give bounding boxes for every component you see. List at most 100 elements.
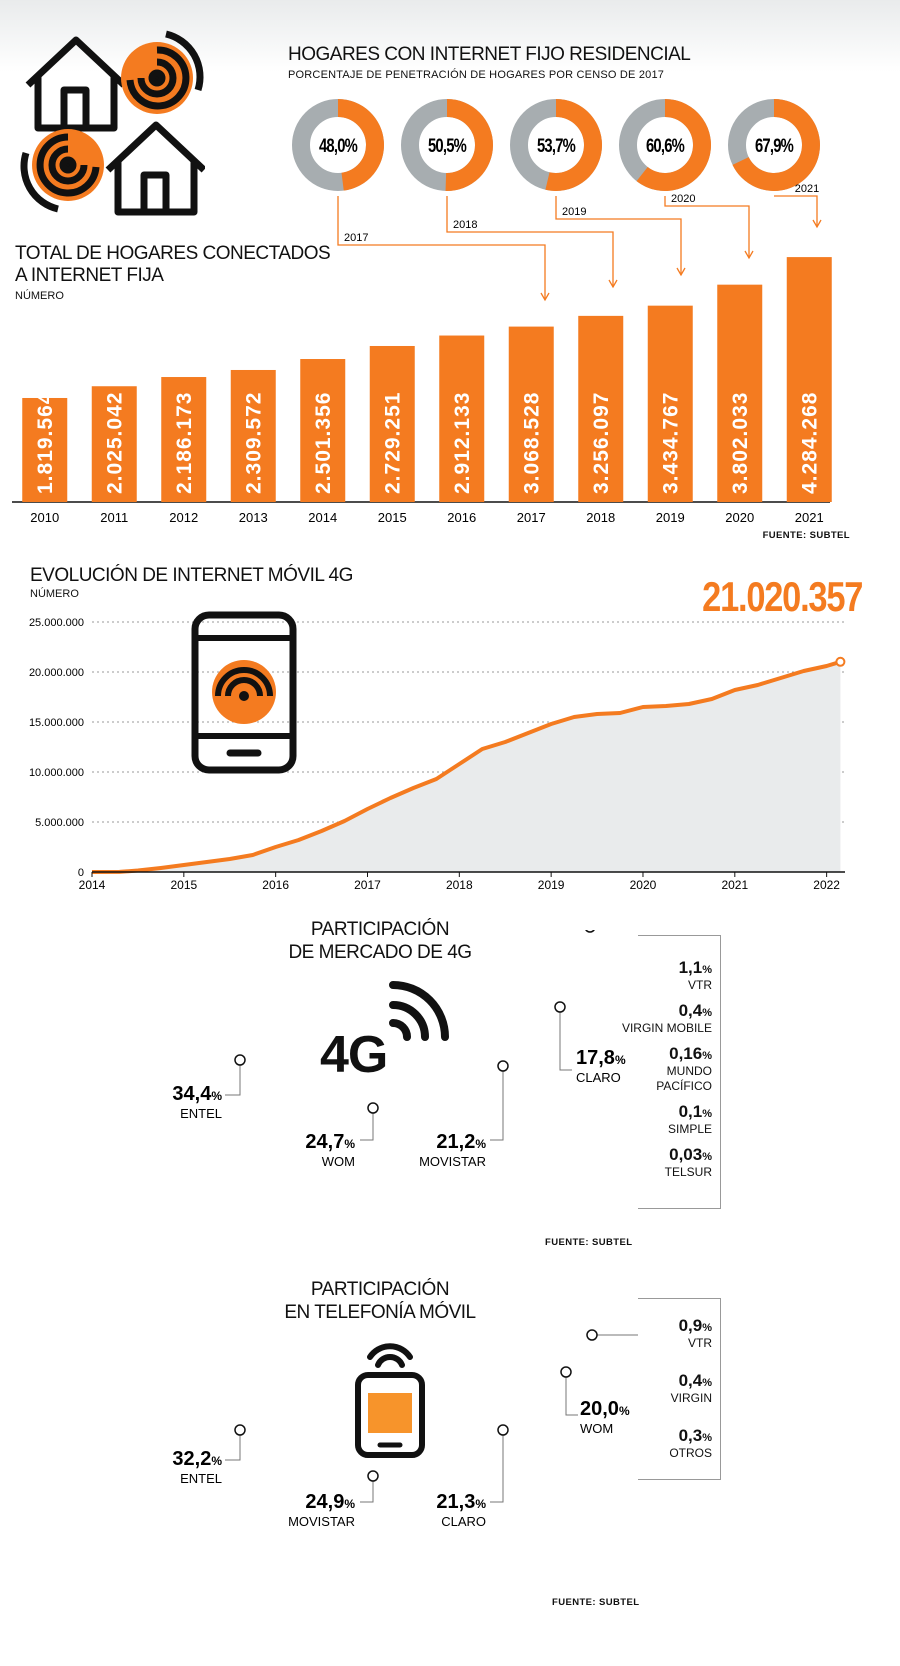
- others-item-percent-sign: %: [702, 1377, 712, 1389]
- share-percent-sign: %: [344, 1497, 355, 1511]
- share-value-wom: 20,0%: [580, 1398, 630, 1420]
- mobile4g-unit: NÚMERO: [30, 588, 79, 600]
- leader-dot: [554, 1001, 566, 1013]
- marketmobile-others-list: 0,9% VTR 0,4% VIRGIN 0,3% OTROS: [620, 1316, 712, 1483]
- leader-line: [565, 1372, 578, 1416]
- donut-year-2017: 2017: [344, 232, 368, 244]
- share-number: 21,3: [436, 1491, 475, 1513]
- others-item-number: 0,3: [678, 1426, 703, 1445]
- bar-year-label-2015: 2015: [378, 510, 407, 525]
- donut-label-2020: 60,6%: [646, 135, 685, 156]
- share-value-wom: 24,7%: [305, 1131, 355, 1153]
- households-title: TOTAL DE HOGARES CONECTADOS A INTERNET F…: [15, 243, 331, 287]
- others-item-percent-sign: %: [702, 1432, 712, 1444]
- others-item-percent-sign: %: [702, 964, 712, 976]
- bar-value-label-2015: 2.729.251: [381, 392, 404, 494]
- share-name-claro: CLARO: [441, 1514, 486, 1529]
- bar-value-label-2011: 2.025.042: [103, 392, 126, 494]
- share-percent-sign: %: [615, 1053, 626, 1067]
- bar-value-label-2013: 2.309.572: [242, 392, 265, 494]
- bar-value-label-2019: 3.434.767: [659, 392, 682, 494]
- share-percent-sign: %: [211, 1454, 222, 1468]
- others-item-name: SIMPLE: [667, 1122, 712, 1136]
- others-item-number: 0,03: [669, 1145, 703, 1164]
- donut-year-2019: 2019: [562, 206, 586, 218]
- share-percent-sign: %: [211, 1089, 222, 1103]
- bar-year-label-2017: 2017: [517, 510, 546, 525]
- leader-line: [225, 1430, 241, 1461]
- others-item-value: 0,16%: [620, 1045, 712, 1064]
- share-name-entel: ENTEL: [180, 1471, 222, 1486]
- bar-2021: [786, 257, 832, 502]
- share-name-wom: WOM: [322, 1154, 355, 1169]
- others-item: 0,3% OTROS: [620, 1426, 712, 1461]
- others-item: 0,9% VTR: [620, 1316, 712, 1351]
- donut-label-2018: 50,5%: [428, 135, 467, 156]
- others-item: 0,4% VIRGIN: [620, 1371, 712, 1406]
- share-name-entel: ENTEL: [180, 1106, 222, 1121]
- bar-value-label-2014: 2.501.356: [312, 392, 335, 494]
- others-item-number: 1,1: [678, 958, 703, 977]
- market4g-arc-chart: 34,4%ENTEL24,7%WOM21,2%MOVISTAR17,8%CLAR…: [170, 930, 626, 1169]
- marketmobile-title-line2: EN TELEFONÍA MÓVIL: [284, 1302, 476, 1323]
- leader-line: [559, 1007, 572, 1071]
- marketmobile-others-box: [638, 1298, 721, 1480]
- others-item-name: MUNDO PACÍFICO: [656, 1064, 712, 1093]
- bar-2013: [230, 369, 276, 502]
- others-item-name: TELSUR: [664, 1165, 712, 1179]
- donut-slice-2019: [545, 99, 602, 191]
- bar-year-label-2011: 2011: [100, 510, 128, 525]
- others-item-value: 0,3%: [620, 1426, 712, 1446]
- donut-connector-2018: [446, 196, 614, 287]
- bar-2019: [647, 305, 693, 502]
- bar-year-label-2019: 2019: [656, 510, 685, 525]
- x-tick-label: 2022: [813, 878, 840, 892]
- others-item-percent-sign: %: [702, 1322, 712, 1334]
- leader-dot: [367, 1470, 379, 1482]
- bar-value-label-2010: 1.819.564: [34, 392, 57, 494]
- bar-year-label-2016: 2016: [447, 510, 476, 525]
- donut-year-2020: 2020: [671, 193, 695, 205]
- x-tick-label: 2020: [630, 878, 657, 892]
- market4g-others-box: [638, 935, 721, 1209]
- penetration-donut-chart: 48,0% 2017 50,5% 2018 53,7% 2019 60,6% 2020 67,9…: [292, 99, 822, 302]
- others-item: 0,1% SIMPLE: [620, 1103, 712, 1137]
- market4g-title: PARTICIPACIÓN DE MERCADO DE 4G: [280, 918, 480, 964]
- phone-signal-icon: [355, 1343, 425, 1458]
- donut-connector-2020: [664, 196, 750, 258]
- donut-connector-2021: [774, 195, 818, 227]
- donut-year-2021: 2021: [795, 183, 819, 195]
- others-item-number: 0,4: [678, 1371, 703, 1390]
- share-percent-sign: %: [475, 1497, 486, 1511]
- mobile4g-title: EVOLUCIÓN DE INTERNET MÓVIL 4G: [30, 565, 353, 586]
- bar-2011: [91, 386, 137, 502]
- market4g-others-list: 1,1% VTR 0,4% VIRGIN MOBILE 0,16% MUNDO PACÍF…: [620, 958, 712, 1190]
- donut-label-2019: 53,7%: [537, 135, 576, 156]
- others-item-value: 1,1%: [620, 958, 712, 978]
- others-item: 1,1% VTR: [620, 958, 712, 993]
- others-item-number: 0,9: [678, 1316, 703, 1335]
- marketmobile-title-line1: PARTICIPACIÓN: [310, 1279, 450, 1300]
- others-leader-dot: [586, 1329, 598, 1341]
- area-end-point: [835, 656, 846, 667]
- y-tick-label: 10.000.000: [29, 767, 84, 779]
- leader-dot: [560, 1366, 572, 1378]
- penetration-subtitle: PORCENTAJE DE PENETRACIÓN DE HOGARES POR…: [288, 69, 665, 81]
- market4g-title-line2: DE MERCADO DE 4G: [288, 942, 472, 963]
- bar-year-label-2013: 2013: [239, 510, 268, 525]
- y-tick-label: 25.000.000: [29, 617, 84, 629]
- others-item-value: 0,1%: [620, 1103, 712, 1122]
- households-title-line2: A INTERNET FIJA: [15, 265, 164, 286]
- share-percent-sign: %: [619, 1404, 630, 1418]
- signal-waves-icon: [389, 981, 449, 1041]
- others-item-name: VTR: [688, 1336, 712, 1350]
- share-percent-sign: %: [475, 1137, 486, 1151]
- households-bar-chart: 1.819.564 2010 2.025.042 2011 2.186.173 2012 2…: [12, 257, 832, 525]
- donut-label-2021: 67,9%: [755, 135, 794, 156]
- bar-2010: [22, 397, 68, 502]
- donut-slice-2021: [732, 99, 821, 191]
- area-line: [91, 659, 841, 874]
- connector-arrow-2020: [744, 250, 754, 260]
- x-tick-label: 2015: [170, 878, 197, 892]
- y-tick-label: 15.000.000: [29, 717, 84, 729]
